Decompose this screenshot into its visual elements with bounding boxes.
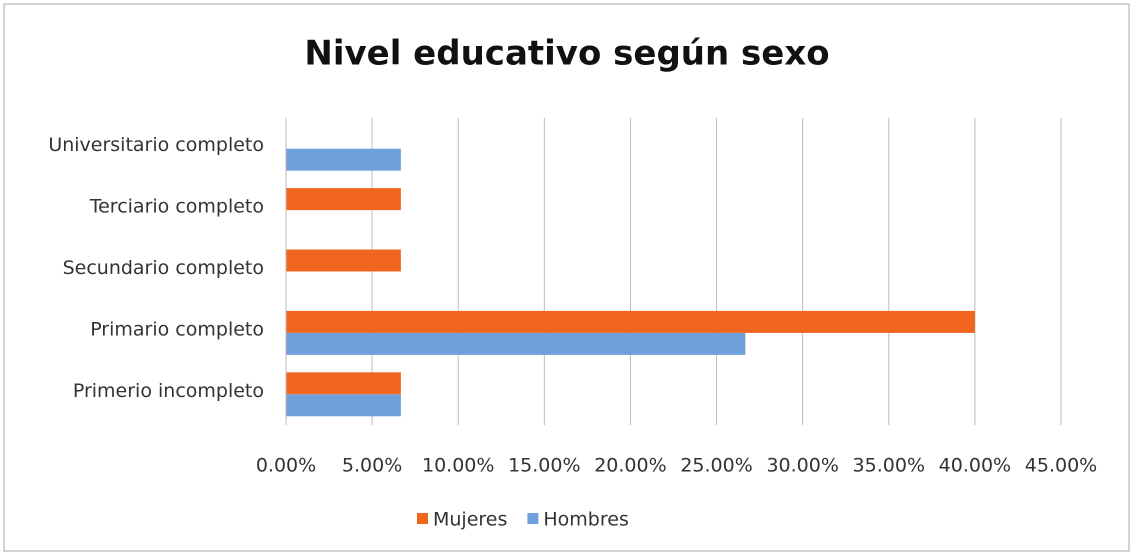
chart-border: [3, 3, 1130, 552]
y-tick-label: Terciario completo: [89, 196, 264, 218]
x-tick-label: 5.00%: [342, 455, 402, 477]
bar: [286, 372, 401, 395]
x-tick-label: 30.00%: [766, 455, 838, 477]
bar: [286, 148, 401, 171]
x-tick-label: 20.00%: [594, 455, 666, 477]
legend-swatch: [527, 513, 539, 524]
x-tick-label: 40.00%: [939, 455, 1011, 477]
chart-title: Nivel educativo según sexo: [304, 34, 829, 74]
x-tick-label: 15.00%: [508, 455, 580, 477]
legend-label: Hombres: [543, 509, 628, 531]
bar: [286, 249, 401, 272]
bar: [286, 310, 975, 333]
x-tick-label: 0.00%: [256, 455, 316, 477]
y-tick-label: Universitario completo: [48, 134, 264, 156]
x-tick-label: 35.00%: [853, 455, 925, 477]
y-tick-label: Primario completo: [90, 318, 264, 340]
y-tick-label: Secundario completo: [63, 257, 264, 279]
legend-swatch: [417, 513, 428, 524]
legend-label: Mujeres: [433, 509, 507, 531]
y-tick-label: Primerio incompleto: [73, 380, 264, 402]
bar: [286, 188, 401, 211]
x-tick-label: 10.00%: [422, 455, 494, 477]
x-tick-label: 25.00%: [680, 455, 752, 477]
x-tick-label: 45.00%: [1025, 455, 1097, 477]
bar: [286, 332, 746, 355]
bar: [286, 394, 401, 417]
